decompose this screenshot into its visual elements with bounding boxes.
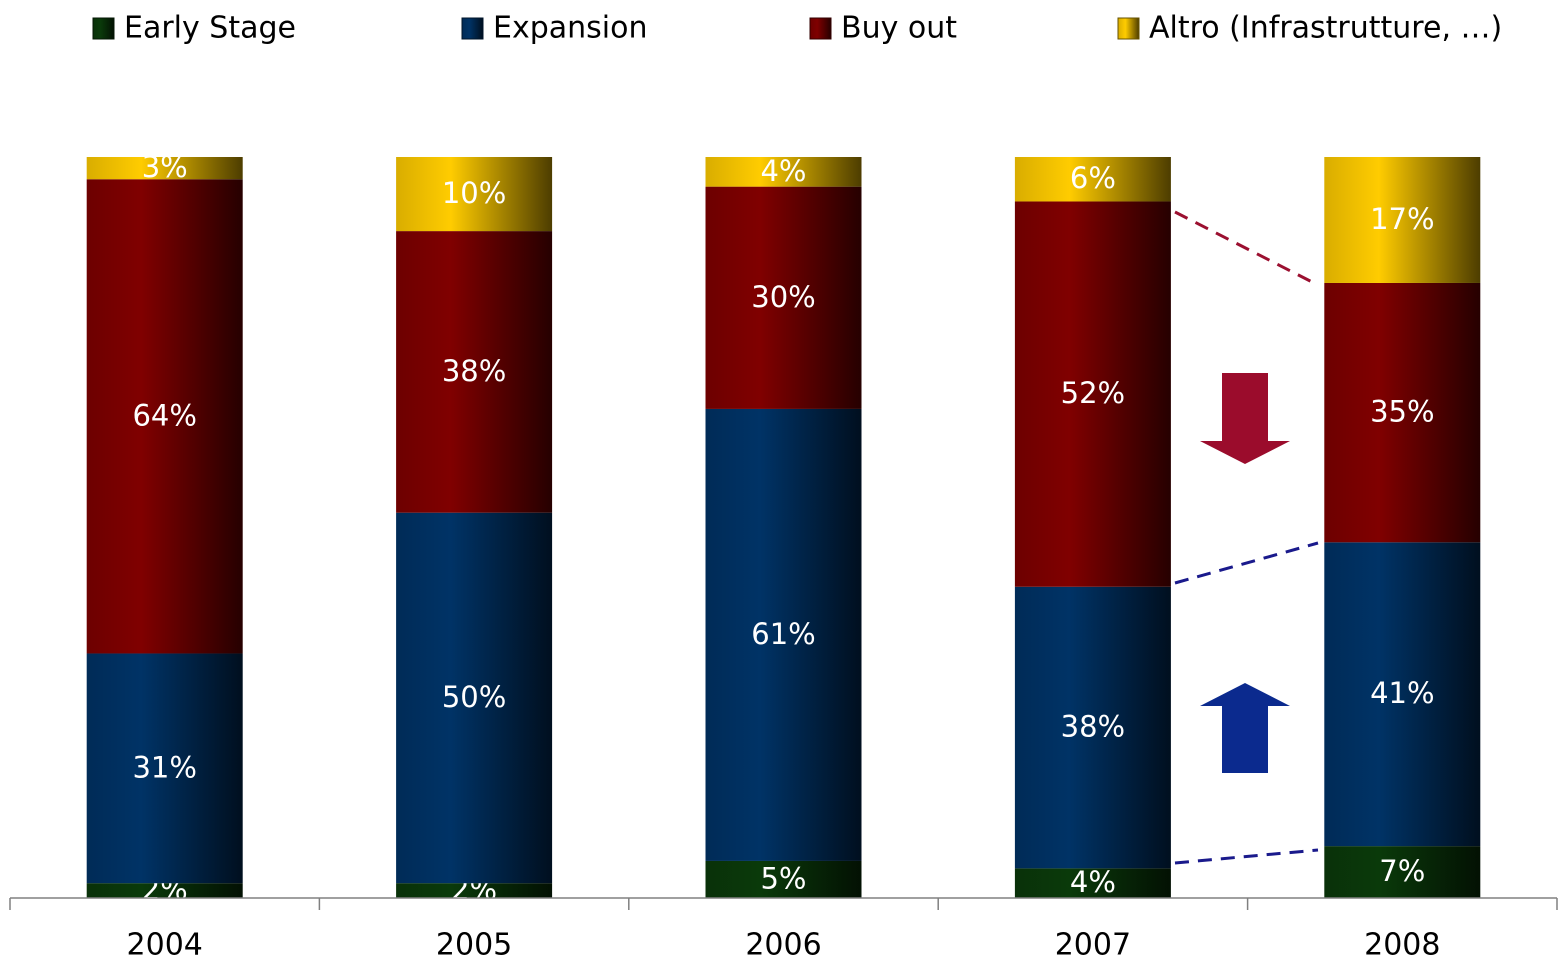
x-axis: 2004 2005 2006 2007 2008 bbox=[9, 897, 1558, 963]
x-tick-label: 2004 bbox=[127, 928, 203, 963]
bar-segment bbox=[705, 408, 862, 861]
trend-line bbox=[1174, 541, 1319, 585]
data-label: 35% bbox=[1370, 395, 1434, 429]
bar-segment bbox=[396, 512, 553, 884]
legend: Early Stage Expansion Buy out Altro (Infras… bbox=[92, 11, 1502, 46]
bar-segment bbox=[705, 186, 862, 409]
data-label: 64% bbox=[132, 398, 196, 432]
bar-segment bbox=[86, 653, 243, 884]
bar-segment bbox=[1014, 868, 1171, 898]
trend-line bbox=[1174, 848, 1319, 865]
data-label: 52% bbox=[1061, 376, 1125, 410]
bar-segment bbox=[1324, 542, 1481, 847]
x-tick-label: 2006 bbox=[745, 928, 821, 963]
bar-segment bbox=[86, 883, 243, 898]
trend-annotations bbox=[1174, 210, 1319, 865]
legend-label: Expansion bbox=[493, 11, 647, 46]
bar-segment bbox=[396, 883, 553, 898]
legend-label: Altro (Infrastrutture, …) bbox=[1149, 11, 1502, 46]
legend-swatch bbox=[461, 17, 484, 40]
data-label: 61% bbox=[751, 617, 815, 651]
data-label: 41% bbox=[1370, 676, 1434, 710]
legend-label: Buy out bbox=[841, 11, 957, 46]
bar-segment bbox=[1014, 157, 1171, 202]
x-tick-label: 2005 bbox=[436, 928, 512, 963]
bar-segment bbox=[1324, 157, 1481, 283]
data-label: 6% bbox=[1070, 161, 1116, 195]
x-tick-label: 2007 bbox=[1055, 928, 1131, 963]
data-label: 38% bbox=[442, 354, 506, 388]
data-label: 30% bbox=[751, 280, 815, 314]
bar-segment bbox=[396, 157, 553, 232]
data-label: 4% bbox=[760, 154, 806, 188]
x-tick-label: 2008 bbox=[1364, 928, 1440, 963]
down-arrow bbox=[1200, 373, 1290, 464]
bar-segment bbox=[1014, 201, 1171, 587]
bar-segment bbox=[1324, 846, 1481, 898]
bar-segment bbox=[396, 231, 553, 513]
data-label: 17% bbox=[1370, 202, 1434, 236]
trend-line bbox=[1174, 210, 1319, 287]
legend-swatch bbox=[1117, 17, 1140, 40]
data-label: 31% bbox=[132, 750, 196, 784]
bar-segment bbox=[705, 860, 862, 898]
up-arrow bbox=[1200, 683, 1290, 773]
data-label: 38% bbox=[1061, 710, 1125, 744]
legend-label: Early Stage bbox=[124, 11, 296, 46]
data-label: 10% bbox=[442, 176, 506, 210]
legend-swatch bbox=[809, 17, 832, 40]
bar-segment bbox=[86, 179, 243, 654]
legend-swatch bbox=[92, 17, 115, 40]
data-label: 3% bbox=[142, 150, 188, 184]
bar-segment bbox=[86, 157, 243, 180]
data-label: 4% bbox=[1070, 865, 1116, 899]
data-label: 5% bbox=[760, 861, 806, 895]
bar-segment bbox=[1014, 586, 1171, 869]
bar-segment bbox=[1324, 282, 1481, 543]
data-label: 50% bbox=[442, 680, 506, 714]
data-label: 7% bbox=[1379, 854, 1425, 888]
bar-segment bbox=[705, 157, 862, 187]
bars: 2%31%64%3%2%50%38%10%5%61%30%4%4%38%52%6… bbox=[86, 150, 1481, 907]
